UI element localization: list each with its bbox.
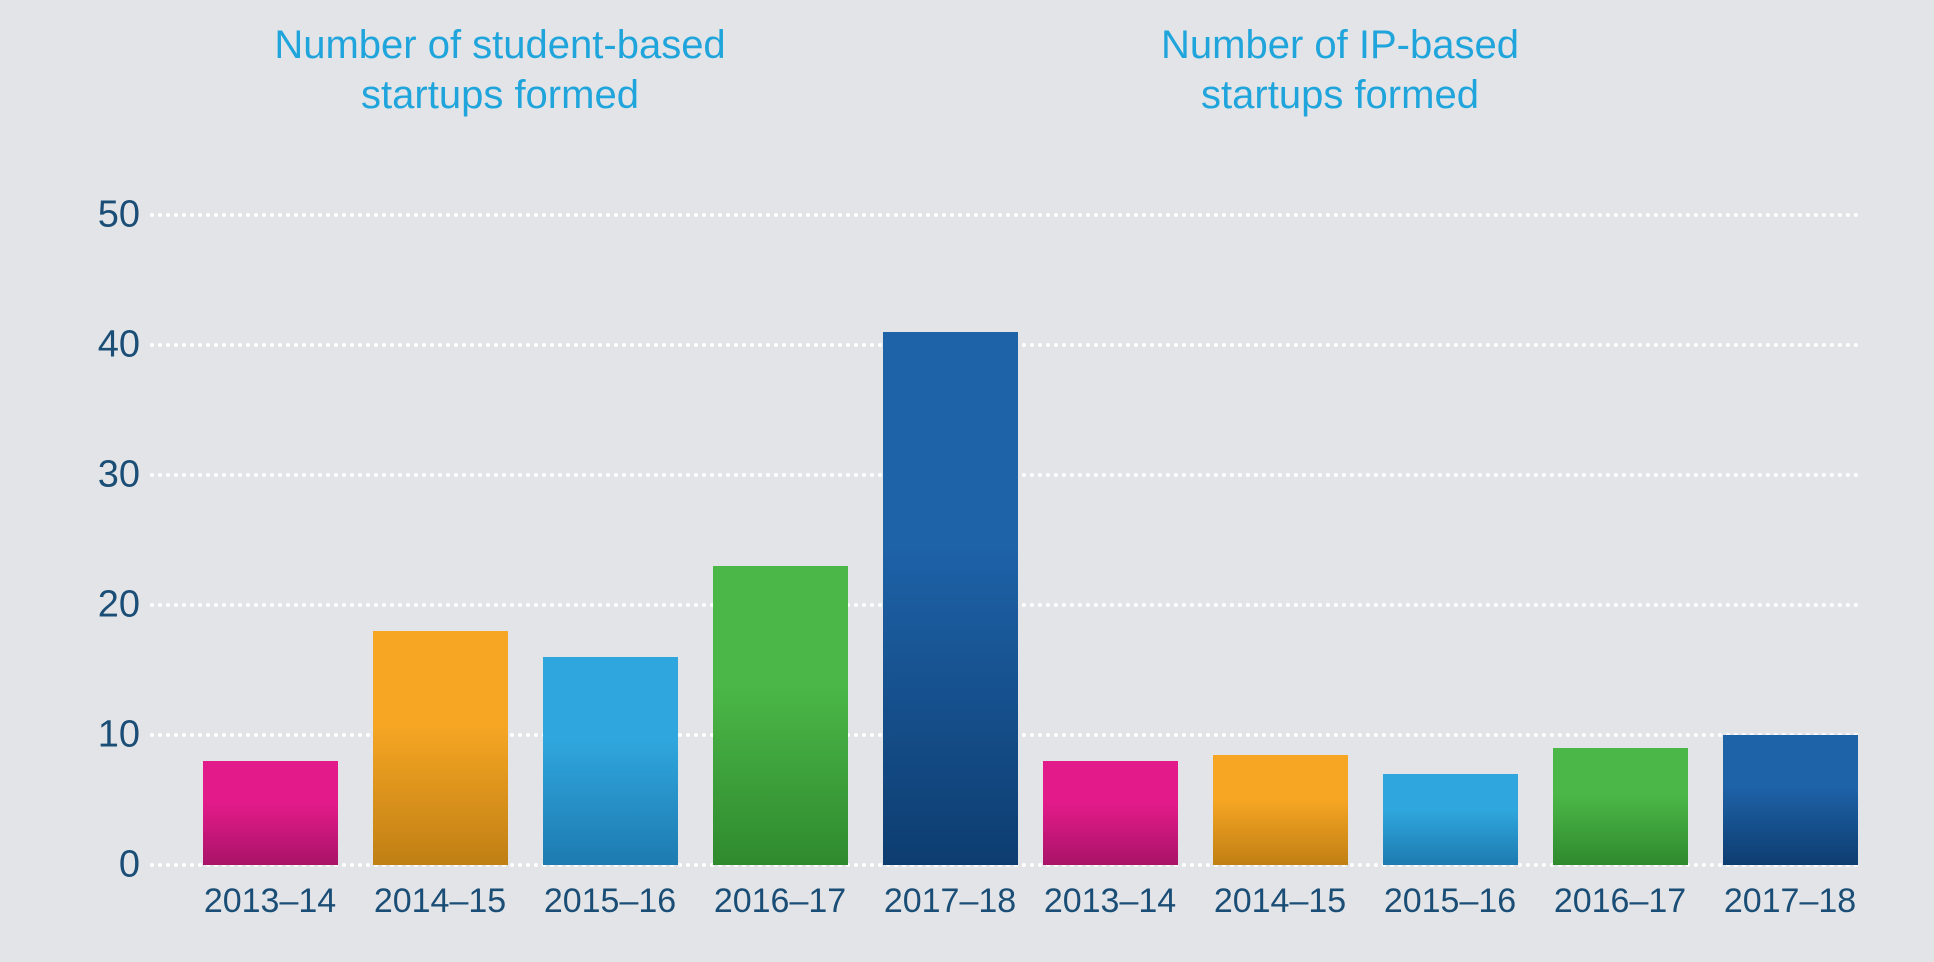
chart-title-student: Number of student-based startups formed [200, 20, 800, 120]
bar [1553, 748, 1688, 865]
bar [883, 332, 1018, 865]
x-tick-label: 2013–14 [1044, 882, 1176, 921]
y-tick-label: 50 [70, 194, 140, 237]
bars-layer [150, 215, 1860, 865]
bar [1723, 735, 1858, 865]
startup-charts: Number of student-based startups formed … [60, 20, 1874, 942]
x-tick-label: 2015–16 [1384, 882, 1516, 921]
x-axis-labels: 2013–14 2014–15 2015–16 2016–17 2017–18 2013–… [150, 882, 1860, 942]
x-tick-label: 2013–14 [204, 882, 336, 921]
chart-title-ip: Number of IP-based startups formed [1040, 20, 1640, 120]
bar [1383, 774, 1518, 865]
bar [543, 657, 678, 865]
bar [203, 761, 338, 865]
y-tick-label: 0 [70, 844, 140, 887]
bar [1043, 761, 1178, 865]
y-axis-labels: 01020304050 [70, 215, 140, 865]
x-tick-label: 2014–15 [374, 882, 506, 921]
chart-titles: Number of student-based startups formed … [60, 20, 1874, 180]
plot-area: 01020304050 [150, 215, 1860, 865]
x-tick-label: 2017–18 [1724, 882, 1856, 921]
bar [713, 566, 848, 865]
x-tick-label: 2016–17 [1554, 882, 1686, 921]
y-tick-label: 20 [70, 584, 140, 627]
x-tick-label: 2014–15 [1214, 882, 1346, 921]
bar [373, 631, 508, 865]
y-tick-label: 40 [70, 324, 140, 367]
bar [1213, 755, 1348, 866]
x-tick-label: 2015–16 [544, 882, 676, 921]
y-tick-label: 10 [70, 714, 140, 757]
x-tick-label: 2016–17 [714, 882, 846, 921]
x-tick-label: 2017–18 [884, 882, 1016, 921]
y-tick-label: 30 [70, 454, 140, 497]
